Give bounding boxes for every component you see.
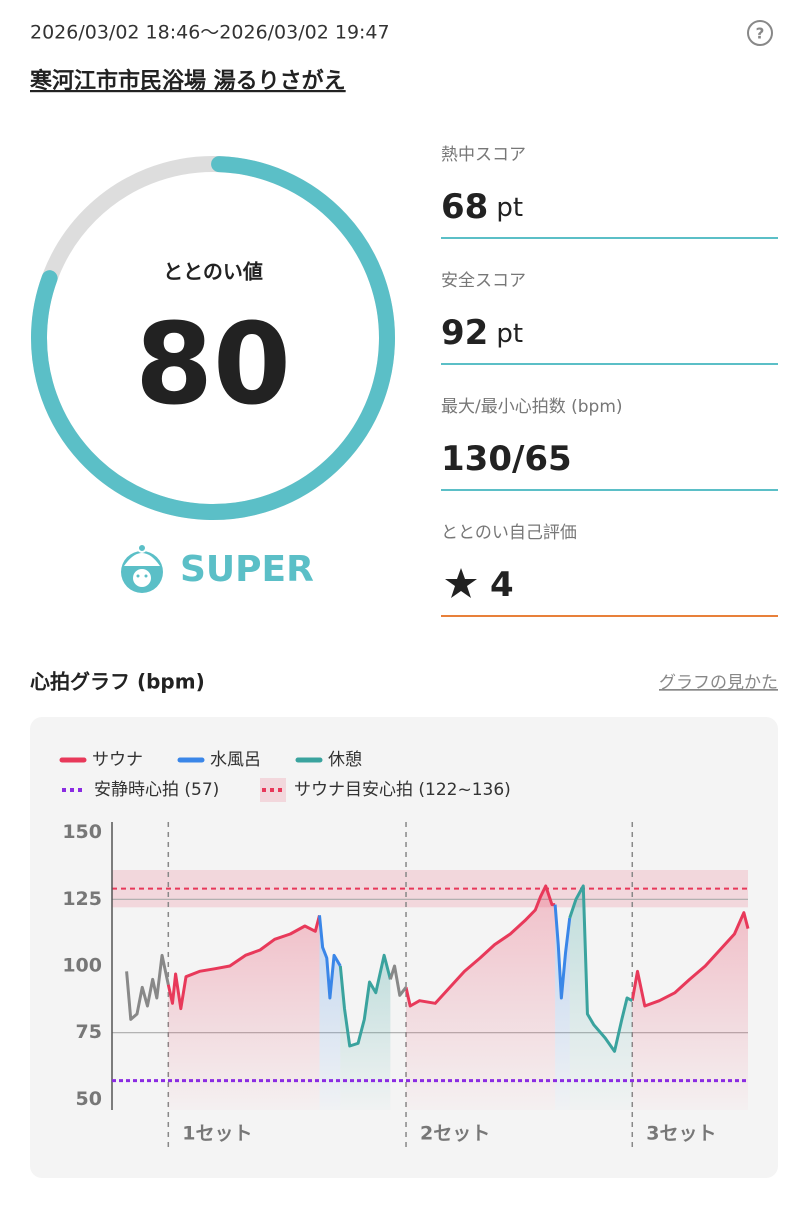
set-label: 2セット — [420, 1123, 490, 1145]
stat-number: 4 — [490, 565, 514, 605]
stat-label: 熱中スコア — [441, 145, 526, 165]
stat-number: 68 — [441, 187, 488, 227]
stat-label: 最大/最小心拍数 (bpm) — [441, 397, 623, 417]
legend-label: サウナ — [92, 750, 143, 770]
series-area — [340, 955, 391, 1110]
stat-value: 92 pt — [441, 313, 523, 353]
y-tick-label: 150 — [62, 821, 102, 843]
legend-label: 水風呂 — [210, 750, 261, 770]
chart-help-link[interactable]: グラフの見かた — [659, 673, 778, 693]
gauge-label: ととのい値 — [163, 260, 263, 284]
y-tick-label: 50 — [76, 1088, 102, 1110]
y-tick-label: 100 — [62, 955, 102, 977]
badge-label: SUPER — [180, 549, 314, 590]
legend-label: 安静時心拍 (57) — [94, 780, 219, 800]
series-area — [168, 915, 320, 1110]
help-icon[interactable] — [747, 20, 773, 46]
series-line — [125, 953, 408, 1021]
series-area — [632, 912, 748, 1110]
gauge-arc — [30, 155, 395, 520]
star-icon — [445, 568, 477, 598]
stat-number: 92 — [441, 313, 488, 353]
series-line — [166, 884, 750, 1011]
gauge-value: 80 — [135, 300, 291, 430]
stat-value: 68 pt — [441, 187, 523, 227]
stat-label: ととのい自己評価 — [441, 523, 577, 543]
series-area — [406, 886, 556, 1110]
stat-unit: pt — [496, 319, 523, 349]
stat-number: 130/65 — [441, 439, 572, 479]
help-icon-text[interactable]: ? — [756, 25, 765, 43]
stat-unit: pt — [496, 193, 523, 223]
set-label: 3セット — [646, 1123, 716, 1145]
y-tick-label: 75 — [76, 1021, 102, 1043]
series-area — [319, 915, 341, 1110]
series-line — [317, 904, 572, 1000]
facility-name[interactable]: 寒河江市市民浴場 湯るりさがえ — [30, 68, 346, 94]
series-line — [338, 884, 633, 1053]
set-label: 1セット — [182, 1123, 252, 1145]
y-tick-label: 125 — [62, 888, 102, 910]
badge-icon — [121, 543, 163, 593]
legend-label: 休憩 — [328, 750, 362, 770]
series-area — [569, 886, 633, 1110]
stat-label: 安全スコア — [441, 271, 526, 291]
chart-title: 心拍グラフ (bpm) — [30, 670, 205, 694]
stat-value: 130/65 — [441, 439, 572, 479]
stat-value: 4 — [490, 565, 514, 605]
legend-label: サウナ目安心拍 (122~136) — [294, 780, 511, 800]
datetime: 2026/03/02 18:46〜2026/03/02 19:47 — [30, 22, 390, 44]
